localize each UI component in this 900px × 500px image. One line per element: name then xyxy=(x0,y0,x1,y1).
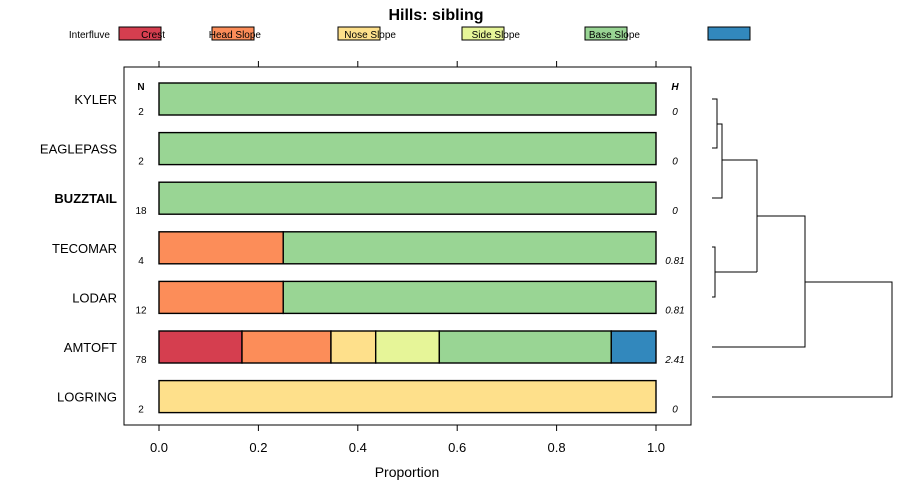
row-label: EAGLEPASS xyxy=(40,142,117,157)
bar-segment xyxy=(158,82,657,116)
row-label: LOGRING xyxy=(57,390,117,405)
legend-swatch xyxy=(337,26,381,41)
legend-label: Crest xyxy=(141,30,165,41)
x-tick-label: 0.4 xyxy=(349,440,367,455)
dendrogram-branch xyxy=(712,215,806,348)
x-axis: 0.0 0.2 0.4 0.6 0.8 1.0 xyxy=(150,61,665,455)
n-value: 2 xyxy=(138,405,144,416)
row-label: AMTOFT xyxy=(64,340,117,355)
bars xyxy=(158,82,657,414)
x-tick-label: 1.0 xyxy=(647,440,665,455)
legend-swatch xyxy=(584,26,628,41)
n-value: 12 xyxy=(135,305,147,316)
row-labels: KYLER 2 0 EAGLEPASS 2 0 BUZZTAIL 18 0 TECOMAR 4 0.8… xyxy=(40,92,685,416)
x-tick-label: 0.0 xyxy=(150,440,168,455)
h-value: 2.41 xyxy=(664,355,684,366)
row-label: LODAR xyxy=(72,290,117,305)
x-tick-label: 0.6 xyxy=(448,440,466,455)
bar-segment xyxy=(158,379,657,414)
dendrogram xyxy=(712,98,893,398)
legend-swatch xyxy=(211,26,255,41)
n-value: 4 xyxy=(138,256,144,267)
bar-segment xyxy=(241,330,332,364)
h-value: 0 xyxy=(672,157,678,168)
bar-segment xyxy=(438,330,612,364)
bar-segment xyxy=(282,231,657,265)
bar-segment xyxy=(158,280,284,315)
legend-swatch xyxy=(118,26,162,41)
x-tick-label: 0.8 xyxy=(548,440,566,455)
dendrogram-branch xyxy=(712,281,893,398)
h-header: H xyxy=(671,82,679,93)
n-value: 78 xyxy=(135,355,147,366)
dendrogram-branch xyxy=(722,159,758,272)
bar-segment xyxy=(158,330,243,364)
bar-segment xyxy=(158,231,284,265)
legend-swatch xyxy=(707,26,751,41)
n-value: 2 xyxy=(138,107,144,118)
n-value: 18 xyxy=(135,206,147,217)
n-value: 2 xyxy=(138,157,144,168)
h-value: 0.81 xyxy=(665,256,684,267)
legend-label: Nose Slope xyxy=(344,30,396,41)
h-value: 0 xyxy=(672,405,678,416)
row-label: BUZZTAIL xyxy=(54,191,117,206)
legend-label: Side Slope xyxy=(472,30,521,41)
legend-label: Base Slope xyxy=(589,30,641,41)
legend-label: Head Slope xyxy=(209,30,262,41)
n-header: N xyxy=(137,82,144,93)
bar-segment xyxy=(330,330,377,364)
legend-label: Interfluve xyxy=(69,30,111,41)
h-value: 0.81 xyxy=(665,305,684,316)
legend-swatch xyxy=(461,26,505,41)
bar-segment xyxy=(158,181,657,215)
dendrogram-branch xyxy=(712,98,718,149)
plot-frame xyxy=(123,66,692,426)
h-value: 0 xyxy=(672,206,678,217)
dendrogram-branch xyxy=(712,123,723,199)
bar-segment xyxy=(158,131,657,166)
dendrogram-branch xyxy=(712,246,716,298)
bar-segment xyxy=(282,280,657,315)
row-label: KYLER xyxy=(74,92,117,107)
bar-segment xyxy=(610,330,657,364)
x-axis-label: Proportion xyxy=(375,464,440,480)
bar-segment xyxy=(374,330,441,364)
legend: Interfluve Crest Head Slope Nose Slope Side … xyxy=(69,26,751,41)
x-tick-label: 0.2 xyxy=(249,440,267,455)
chart-title: Hills: sibling xyxy=(388,7,483,24)
h-value: 0 xyxy=(672,107,678,118)
row-label: TECOMAR xyxy=(52,241,117,256)
